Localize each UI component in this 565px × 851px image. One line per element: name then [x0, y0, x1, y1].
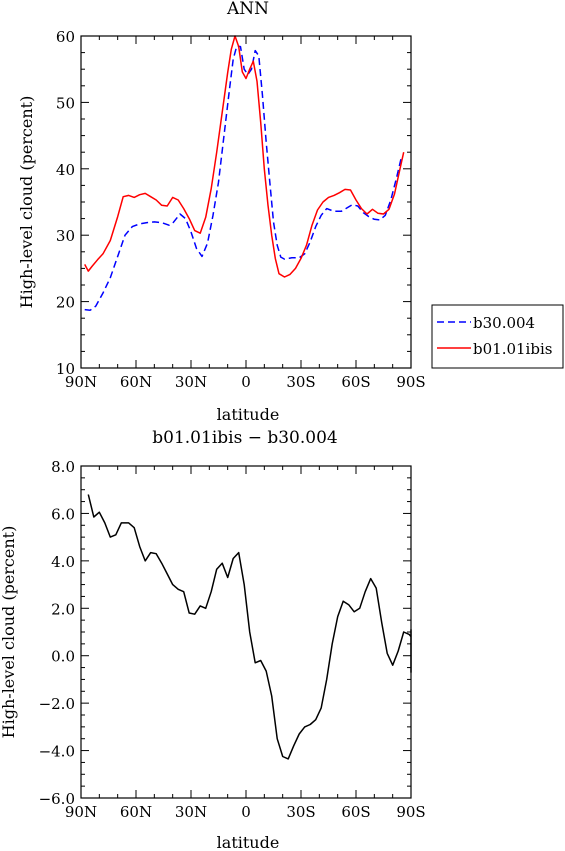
top-y-tick-label: 50 — [56, 94, 75, 112]
bottom-y-axis-label: High-level cloud (percent) — [0, 526, 18, 739]
legend: b30.004 b01.01ibis — [431, 304, 564, 369]
top-series-group — [84, 35, 405, 311]
bottom-x-axis-label: latitude — [217, 833, 280, 851]
legend-box — [431, 304, 564, 369]
top-y-tick-label: 60 — [56, 28, 75, 46]
top-y-tick-label: 10 — [56, 360, 75, 378]
bottom-x-tick-label: 90S — [396, 803, 425, 821]
legend-label-b01-01ibis: b01.01ibis — [473, 340, 552, 358]
top-x-axis-label: latitude — [217, 405, 280, 424]
bottom-y-tick-label: 4.0 — [51, 553, 75, 571]
bottom-y-tick-label: −4.0 — [39, 743, 75, 761]
bottom-x-tick-label: 30N — [175, 803, 207, 821]
bottom-y-tick-label: 0.0 — [51, 648, 75, 666]
top-x-tick-label: 30N — [175, 373, 207, 391]
bottom-y-tick-label: −2.0 — [39, 695, 75, 713]
top-y-tick-label: 30 — [56, 227, 75, 245]
top-x-tick-label: 90N — [65, 373, 97, 391]
bottom-x-tick-label: 60S — [341, 803, 370, 821]
bottom-series-line-0 — [87, 494, 412, 760]
bottom-x-tick-label: 90N — [65, 803, 97, 821]
bottom-x-axis-ticks: 90N 60N 30N 0 30S 60S 90S — [65, 466, 426, 821]
bottom-y-tick-label: 8.0 — [51, 458, 75, 476]
top-y-tick-label: 20 — [56, 294, 75, 312]
bottom-chart-title: b01.01ibis − b30.004 — [152, 428, 337, 448]
top-x-axis-ticks: 90N 60N 30N 0 30S 60S 90S — [65, 36, 426, 391]
top-x-tick-label: 60S — [341, 373, 370, 391]
bottom-series-group — [87, 494, 412, 760]
top-plot-frame — [80, 35, 412, 369]
top-series-line-b30-004 — [84, 45, 403, 311]
bottom-x-tick-label: 60N — [120, 803, 152, 821]
bottom-y-tick-label: 2.0 — [51, 600, 75, 618]
bottom-y-tick-label: 6.0 — [51, 505, 75, 523]
top-panel: ANN 10 20 30 40 50 60 90N 60N 30N 0 30S 60S 90S lat… — [17, 0, 426, 424]
top-x-tick-label: 30S — [286, 373, 315, 391]
legend-label-b30-004: b30.004 — [473, 314, 535, 332]
bottom-x-tick-label: 30S — [286, 803, 315, 821]
top-y-axis-label: High-level cloud (percent) — [17, 96, 36, 309]
bottom-x-tick-label: 0 — [241, 803, 251, 821]
top-x-tick-label: 90S — [396, 373, 425, 391]
bottom-y-axis-ticks: −6.0 −4.0 −2.0 0.0 2.0 4.0 6.0 8.0 — [39, 458, 411, 808]
bottom-panel: b01.01ibis − b30.004 −6.0 −4.0 −2.0 0.0 2.0 4… — [0, 428, 426, 851]
top-y-axis-ticks: 10 20 30 40 50 60 — [56, 28, 411, 378]
bottom-plot-frame — [80, 465, 412, 799]
top-chart-title: ANN — [226, 0, 269, 19]
top-series-line-b01-01ibis — [84, 35, 405, 278]
top-y-tick-label: 40 — [56, 161, 75, 179]
top-x-tick-label: 0 — [241, 373, 251, 391]
bottom-y-tick-label: −6.0 — [39, 790, 75, 808]
top-x-tick-label: 60N — [120, 373, 152, 391]
